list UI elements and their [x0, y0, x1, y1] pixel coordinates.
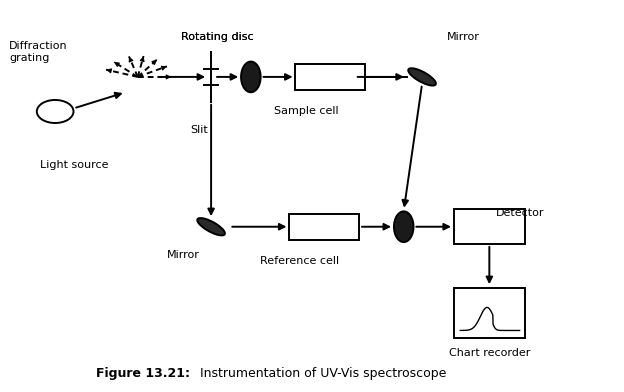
Bar [454, 209, 525, 244]
Bar [296, 64, 365, 90]
Text: Diffraction
grating: Diffraction grating [9, 41, 68, 63]
Ellipse shape [241, 62, 261, 92]
Text: Sample cell: Sample cell [273, 106, 338, 116]
Text: Rotating disc: Rotating disc [180, 32, 253, 42]
Text: Rotating disc: Rotating disc [180, 32, 253, 42]
Ellipse shape [408, 68, 436, 85]
Text: Chart recorder: Chart recorder [449, 348, 530, 358]
Text: Slit: Slit [190, 125, 208, 135]
Text: Instrumentation of UV-Vis spectroscope: Instrumentation of UV-Vis spectroscope [196, 367, 446, 380]
Ellipse shape [197, 218, 225, 236]
Text: Figure 13.21:: Figure 13.21: [95, 367, 190, 380]
Text: Reference cell: Reference cell [260, 256, 339, 265]
Ellipse shape [394, 211, 414, 242]
Text: Detector: Detector [495, 208, 544, 218]
Text: Mirror: Mirror [447, 32, 479, 42]
Text: Light source: Light source [40, 160, 109, 169]
Text: Mirror: Mirror [167, 250, 200, 260]
Bar [454, 288, 525, 338]
Bar [290, 214, 359, 240]
